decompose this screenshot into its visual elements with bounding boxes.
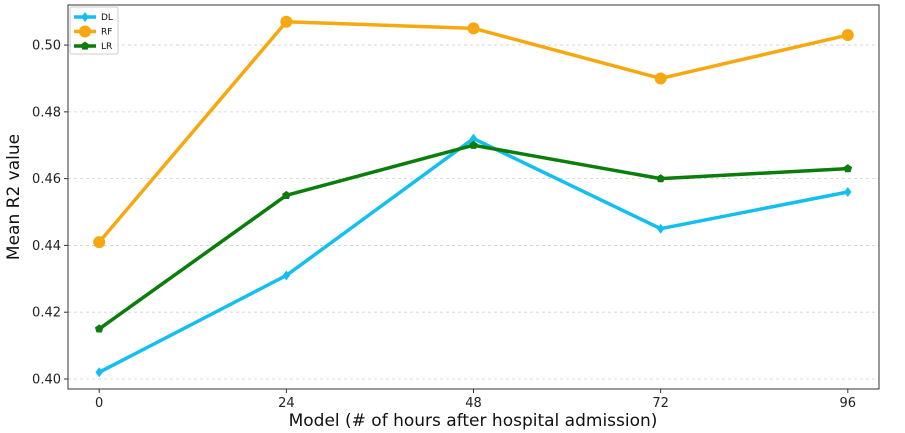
legend-label-dl: DL bbox=[101, 13, 113, 23]
data-point-rf bbox=[654, 72, 667, 85]
data-point-dl bbox=[282, 270, 291, 281]
data-point-rf bbox=[841, 29, 854, 42]
legend-item-rf: RF bbox=[74, 25, 112, 38]
y-axis-label: Mean R2 value bbox=[4, 134, 24, 260]
legend: DL RF LR bbox=[69, 6, 119, 55]
data-point-lr bbox=[282, 190, 291, 199]
legend-item-dl: DL bbox=[74, 12, 113, 23]
legend-item-lr: LR bbox=[74, 41, 112, 52]
data-point-rf bbox=[93, 236, 106, 249]
x-tick-label: 72 bbox=[652, 396, 669, 411]
data-point-rf bbox=[280, 15, 293, 28]
data-point-dl bbox=[656, 223, 665, 234]
legend-marker-lr bbox=[80, 41, 90, 50]
data-point-dl bbox=[844, 186, 852, 197]
data-point-dl bbox=[95, 367, 103, 378]
data-point-lr bbox=[469, 140, 478, 149]
legend-label-rf: RF bbox=[101, 28, 112, 38]
x-axis-ticks: 0 24 48 72 96 bbox=[95, 389, 856, 411]
series-line-lr bbox=[98, 143, 848, 331]
legend-marker-rf bbox=[79, 25, 91, 38]
data-point-lr bbox=[656, 174, 665, 183]
series-line-rf bbox=[97, 19, 849, 244]
data-point-lr bbox=[94, 324, 104, 333]
data-point-rf bbox=[467, 22, 480, 35]
y-tick-label: 0.48 bbox=[32, 105, 61, 120]
grid bbox=[68, 44, 879, 380]
x-axis-label: Model (# of hours after hospital admissi… bbox=[289, 411, 658, 431]
y-tick-label: 0.44 bbox=[32, 239, 61, 254]
x-tick-label: 48 bbox=[465, 396, 482, 411]
x-tick-label: 24 bbox=[278, 396, 295, 411]
legend-label-lr: LR bbox=[101, 42, 112, 52]
y-axis-ticks: 0.40 0.42 0.44 0.46 0.48 0.50 bbox=[32, 39, 68, 387]
x-tick-label: 96 bbox=[840, 396, 857, 411]
x-tick-label: 0 bbox=[95, 396, 103, 411]
y-tick-label: 0.42 bbox=[32, 306, 61, 321]
data-point-dl bbox=[469, 133, 478, 144]
series-rf bbox=[93, 15, 854, 249]
series-layer bbox=[93, 15, 854, 378]
y-tick-label: 0.40 bbox=[32, 372, 61, 387]
y-tick-label: 0.50 bbox=[32, 39, 61, 54]
y-tick-label: 0.46 bbox=[32, 172, 61, 187]
series-dl bbox=[95, 133, 852, 378]
series-lr bbox=[94, 140, 853, 333]
legend-marker-dl bbox=[81, 12, 89, 22]
plot-frame bbox=[67, 4, 880, 390]
data-point-lr bbox=[843, 164, 853, 173]
